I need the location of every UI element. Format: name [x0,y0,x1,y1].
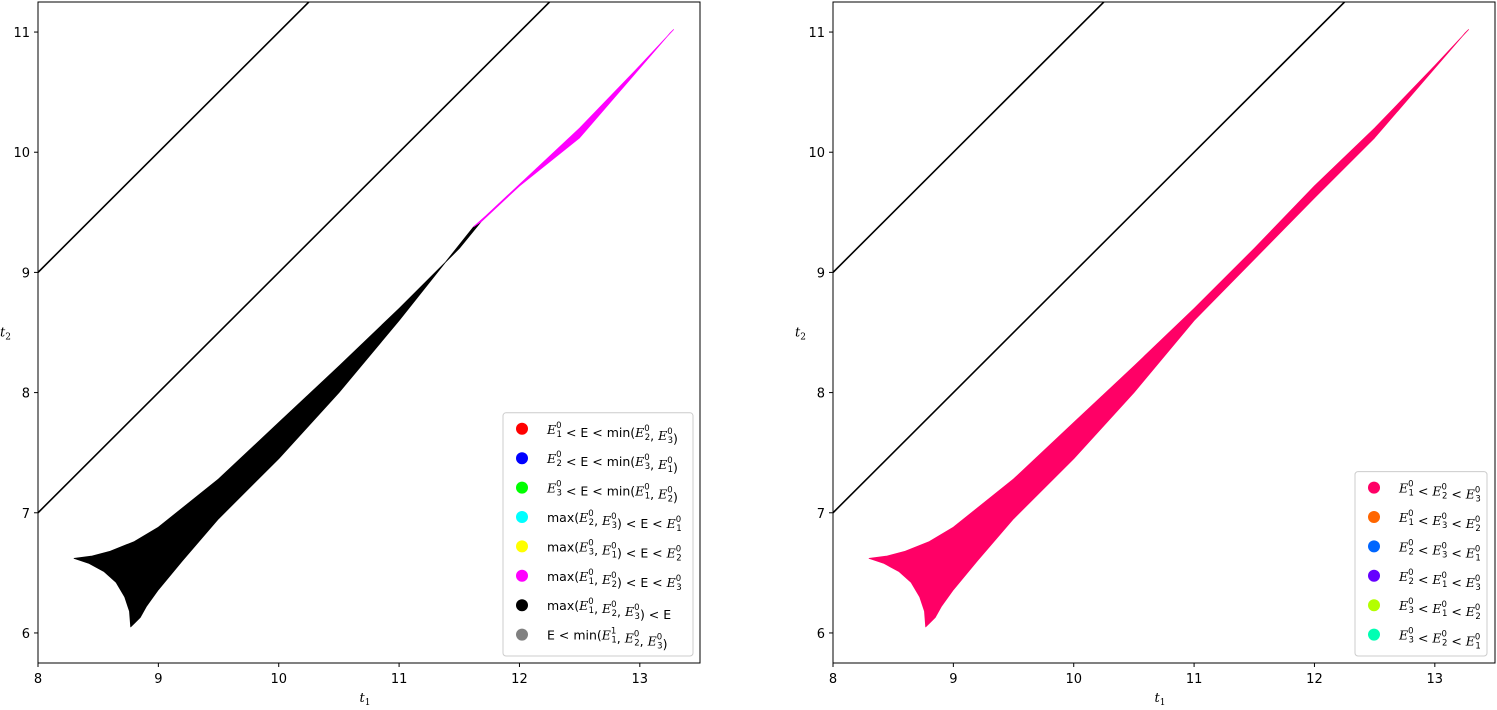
region-2 [473,29,674,228]
legend-label: E0 3 < E0 2 < E0 1 [1398,627,1481,652]
x-tick-label: 8 [34,672,42,687]
x-tick-label: 8 [829,672,837,687]
legend-marker [516,599,528,612]
legend-label: E0 3 < E0 1 < E0 2 [1398,597,1481,622]
legend-marker [516,569,528,582]
legend-marker [1368,540,1380,553]
plot-area [38,2,674,628]
legend: E0 1 < E0 2 < E0 3 E0 1 < E0 3 < E0 2 E0 2 < E0 3 … [1354,471,1488,657]
x-tick-label: 12 [1306,672,1323,687]
legend-marker [1368,481,1380,494]
axes-frame [37,1,701,664]
y-tick-label: 9 [22,266,30,281]
legend-marker [516,481,528,494]
y-tick-label: 9 [817,266,825,281]
legend-label: max(E0 3, E0 1) < E < E0 2 [547,538,682,563]
axes-frame [832,1,1496,664]
boundary-line-2 [38,2,551,514]
legend-marker [1368,511,1380,523]
y-tick-label: 11 [808,26,825,41]
legend-marker [1368,569,1380,582]
legend-marker [516,422,528,435]
boundary-line-2 [833,2,1346,514]
x-tick-label: 10 [270,672,287,687]
legend-label: E0 1 < E0 2 < E0 3 [1398,480,1481,505]
x-tick-label: 13 [1427,672,1444,687]
legend-label: E0 2 < E0 1 < E0 3 [1398,568,1481,593]
x-axis-label: t1 [360,691,371,706]
legend-marker [516,540,528,553]
legend-label: max(E0 1, E0 2) < E < E0 3 [547,568,682,593]
legend-box [1354,471,1488,657]
x-tick-label: 9 [949,672,957,687]
legend-marker [1368,599,1380,612]
boundary-line-1 [833,2,1105,273]
legend-label: E0 1 < E0 3 < E0 2 [1398,509,1481,534]
legend-box [502,412,694,657]
legend-label: E0 3 < E < min(E0 1, E0 2) [546,480,678,505]
y-tick-label: 10 [13,146,30,161]
y-tick-label: 8 [22,387,30,402]
y-tick-label: 8 [817,387,825,402]
x-tick-label: 13 [632,672,649,687]
legend-label: E0 2 < E < min(E0 3, E0 1) [546,450,678,475]
y-tick-label: 7 [817,507,825,522]
legend-label: E < min(E1 1, E0 2, E0 3) [547,627,667,652]
y-tick-label: 6 [817,627,825,642]
x-axis-label: t1 [1155,691,1166,706]
x-tick-label: 11 [1186,672,1203,687]
y-tick-label: 11 [13,26,30,41]
legend-label: max(E0 2, E0 3) < E < E0 1 [547,509,682,534]
legend-marker [516,628,528,641]
y-axis-label: t2 [795,326,806,343]
x-tick-label: 9 [154,672,162,687]
legend-label: E0 1 < E < min(E0 2, E0 3) [546,421,678,446]
y-tick-label: 7 [22,507,30,522]
region-1 [868,29,1469,628]
x-tick-label: 11 [391,672,408,687]
legend-label: E0 2 < E0 3 < E0 1 [1398,538,1481,563]
x-tick-label: 12 [511,672,528,687]
region-1 [73,221,482,628]
legend-marker [516,511,528,523]
y-axis-label: t2 [0,326,11,343]
legend-marker [516,452,528,465]
y-tick-label: 6 [22,627,30,642]
legend-marker [1368,628,1380,641]
y-tick-label: 10 [808,146,825,161]
chart-panel-1: 8 9 10 11 12 13 6 7 8 9 10 11 t1 t2 E0 1 < E < min(E0 2,… [0,1,701,708]
x-tick-label: 10 [1065,672,1082,687]
boundary-line-1 [38,2,310,273]
plot-area [833,2,1469,628]
legend-label: max(E0 1, E0 2, E0 3) < E [547,597,671,622]
legend: E0 1 < E < min(E0 2, E0 3) E0 2 < E < min(E0 3… [502,412,694,657]
